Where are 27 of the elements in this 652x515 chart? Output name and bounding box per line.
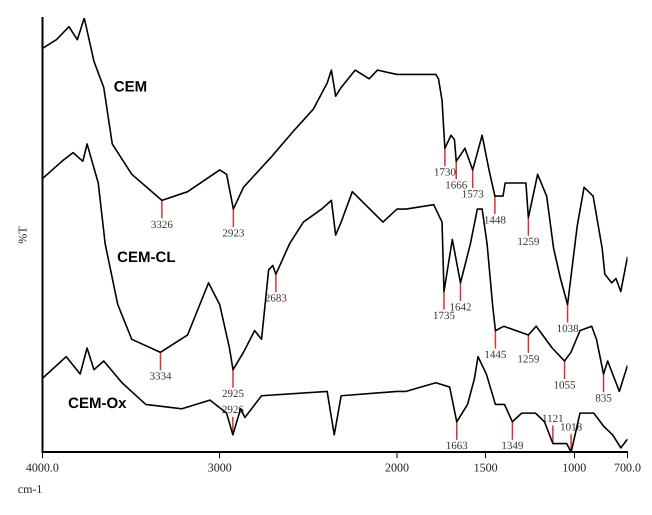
annotation: 3334 (149, 370, 172, 383)
x-tick-label: 2000 (385, 460, 410, 475)
annotation: 1349 (501, 440, 524, 452)
annotation: 835 (595, 392, 612, 404)
annotation: 1259 (517, 353, 540, 366)
x-axis-title: cm-1 (18, 482, 42, 496)
annotation: 1038 (556, 322, 580, 335)
series-label: CEM-Ox (68, 395, 128, 412)
series-label: CEM (114, 78, 148, 96)
annotation: 1663 (446, 440, 468, 452)
x-tick-label: 1000 (562, 460, 586, 475)
annotation: 1730 (434, 166, 456, 179)
annotation: 3326 (150, 218, 174, 231)
x-tick-label: 1500 (474, 460, 498, 475)
series-label: CEM-CL (117, 248, 176, 266)
y-axis-title: %T (15, 226, 30, 244)
annotation: 1055 (554, 379, 576, 392)
x-tick-label: 700.0 (614, 460, 641, 475)
annotation: 1259 (517, 236, 540, 248)
x-tick-label: 4000.0 (26, 460, 59, 475)
annotation: 1445 (484, 349, 507, 362)
annotation: 2923 (222, 227, 245, 240)
annotation: 1573 (462, 188, 484, 200)
annotation: 1448 (484, 214, 506, 226)
annotation: 2925 (222, 388, 244, 400)
x-tick-label: 3000 (208, 460, 232, 475)
annotation: 1735 (432, 310, 456, 322)
